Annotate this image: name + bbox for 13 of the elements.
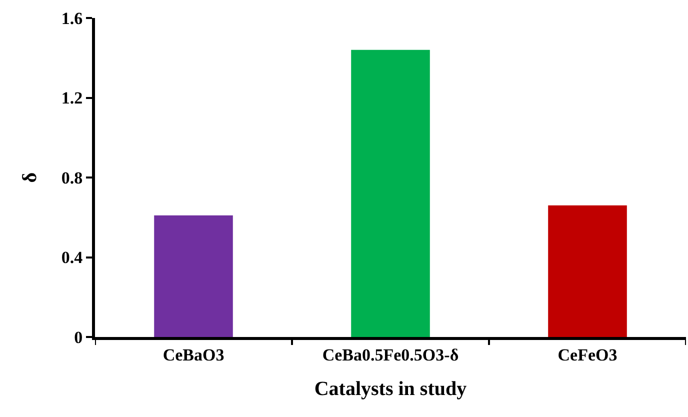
bar	[548, 205, 627, 337]
y-tick-label: 0.8	[61, 168, 83, 188]
x-tick-label: CeFeO3	[558, 345, 618, 364]
bar	[351, 50, 430, 337]
y-tick-label: 1.6	[61, 8, 83, 28]
x-axis-title: Catalysts in study	[314, 378, 467, 400]
y-tick-label: 0	[74, 328, 83, 347]
y-tick-label: 1.2	[61, 88, 83, 108]
y-axis-title: δ	[18, 172, 41, 183]
y-tick-label: 0.4	[61, 248, 84, 268]
x-tick-label: CeBaO3	[162, 345, 224, 364]
x-tick-label: CeBa0.5Fe0.5O3-δ	[322, 345, 459, 364]
bar	[154, 215, 233, 337]
